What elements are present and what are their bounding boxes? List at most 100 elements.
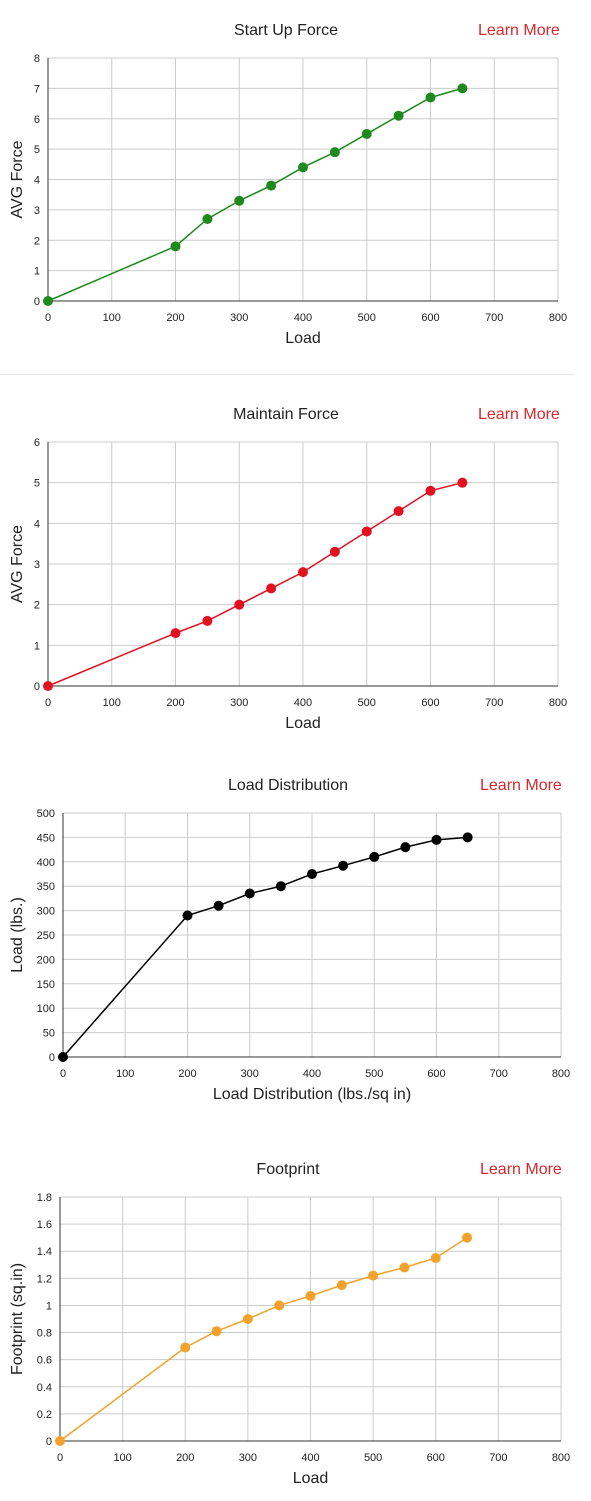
data-point xyxy=(338,860,349,871)
y-tick-label: 1.4 xyxy=(37,1246,52,1258)
learn-more-link[interactable]: Learn More xyxy=(480,777,562,794)
learn-more-link[interactable]: Learn More xyxy=(480,1161,562,1178)
x-tick-label: 0 xyxy=(57,1452,63,1464)
x-tick-label: 100 xyxy=(103,312,121,324)
x-tick-label: 300 xyxy=(239,1452,257,1464)
data-point xyxy=(211,1326,222,1337)
data-point xyxy=(244,888,255,899)
data-point xyxy=(266,180,277,191)
x-tick-label: 500 xyxy=(365,1068,383,1080)
data-point xyxy=(58,1052,68,1062)
x-tick-label: 100 xyxy=(103,697,121,709)
y-tick-label: 150 xyxy=(37,979,55,991)
data-point xyxy=(242,1314,253,1324)
y-axis-title: Load (lbs.) xyxy=(9,897,26,973)
learn-more-link[interactable]: Learn More xyxy=(478,406,560,423)
y-tick-label: 0 xyxy=(46,1436,52,1448)
x-tick-label: 400 xyxy=(303,1068,321,1080)
x-tick-label: 400 xyxy=(294,312,312,324)
data-point xyxy=(329,546,340,557)
chart-load-distribution: 0 100 200 300 400 500 600 700 800 0 50 100 150 200 250… xyxy=(9,808,570,1103)
data-point xyxy=(399,1262,410,1273)
learn-more-link[interactable]: Learn More xyxy=(478,22,560,39)
y-tick-label: 5 xyxy=(34,144,40,156)
data-point xyxy=(431,834,442,845)
x-tick-label: 300 xyxy=(230,312,248,324)
data-point xyxy=(275,881,286,892)
y-tick-label: 4 xyxy=(34,518,40,530)
chart-maintain-force: 0 100 200 300 400 500 600 700 800 0 1 2 3 4 5 6 Load AVG … xyxy=(9,437,567,732)
y-tick-label: 0.6 xyxy=(37,1355,52,1367)
chart-title: Load Distribution xyxy=(227,777,349,794)
x-tick-label: 0 xyxy=(60,1068,66,1080)
data-point xyxy=(202,615,213,626)
data-point xyxy=(425,92,436,103)
y-tick-label: 4 xyxy=(34,175,40,187)
data-point xyxy=(457,477,468,488)
x-tick-label: 600 xyxy=(427,1452,445,1464)
y-axis-title: Footprint (sq.in) xyxy=(9,1263,26,1375)
data-point xyxy=(430,1253,441,1263)
data-point xyxy=(213,900,224,911)
data-point xyxy=(361,526,372,537)
y-tick-label: 350 xyxy=(37,881,55,893)
data-point xyxy=(361,128,372,139)
data-point xyxy=(336,1280,347,1291)
data-point xyxy=(234,599,245,610)
data-point xyxy=(462,832,473,843)
x-tick-label: 600 xyxy=(421,697,439,709)
y-tick-label: 3 xyxy=(34,559,40,571)
data-point xyxy=(298,567,308,578)
y-tick-label: 0.2 xyxy=(37,1409,52,1421)
y-tick-label: 500 xyxy=(37,808,55,820)
x-tick-label: 500 xyxy=(364,1452,382,1464)
data-point xyxy=(202,213,213,224)
y-tick-label: 3 xyxy=(34,205,40,217)
x-tick-label: 800 xyxy=(552,1068,570,1080)
y-tick-label: 6 xyxy=(34,437,40,449)
section-divider xyxy=(0,374,574,375)
x-axis-title: Load xyxy=(285,330,321,347)
x-tick-label: 200 xyxy=(166,697,184,709)
x-tick-label: 300 xyxy=(230,697,248,709)
y-tick-label: 300 xyxy=(37,906,55,918)
y-tick-label: 8 xyxy=(34,53,40,65)
x-tick-label: 400 xyxy=(301,1452,319,1464)
data-point xyxy=(457,83,468,94)
x-axis-title: Load xyxy=(293,1470,329,1487)
x-tick-label: 700 xyxy=(485,697,503,709)
x-tick-label: 0 xyxy=(45,697,51,709)
y-tick-label: 400 xyxy=(37,857,55,869)
y-tick-label: 1.8 xyxy=(37,1192,52,1204)
y-tick-label: 1 xyxy=(46,1300,52,1312)
data-point xyxy=(307,869,317,879)
x-tick-label: 200 xyxy=(166,312,184,324)
y-tick-label: 450 xyxy=(37,832,55,844)
x-tick-label: 100 xyxy=(113,1452,131,1464)
x-tick-label: 200 xyxy=(176,1452,194,1464)
x-tick-label: 800 xyxy=(552,1452,570,1464)
data-point xyxy=(425,485,436,496)
chart-title: Start Up Force xyxy=(233,22,339,39)
y-axis-title: AVG Force xyxy=(9,525,26,603)
x-tick-label: 800 xyxy=(549,697,567,709)
y-axis-title: AVG Force xyxy=(9,140,26,218)
data-point xyxy=(393,506,404,517)
y-tick-label: 0.8 xyxy=(37,1328,52,1340)
data-point xyxy=(266,583,277,594)
y-tick-label: 0 xyxy=(34,681,40,693)
data-point xyxy=(55,1436,65,1446)
y-tick-label: 200 xyxy=(37,954,55,966)
x-tick-label: 500 xyxy=(358,312,376,324)
chart-title: Maintain Force xyxy=(233,406,339,423)
y-tick-label: 1.2 xyxy=(37,1273,52,1285)
y-tick-label: 250 xyxy=(37,930,55,942)
data-point xyxy=(400,842,411,853)
x-axis-title: Load xyxy=(285,715,321,732)
y-tick-label: 2 xyxy=(34,600,40,612)
data-point xyxy=(393,110,404,121)
data-point xyxy=(180,1342,191,1353)
x-tick-label: 0 xyxy=(45,312,51,324)
data-point xyxy=(43,681,53,691)
